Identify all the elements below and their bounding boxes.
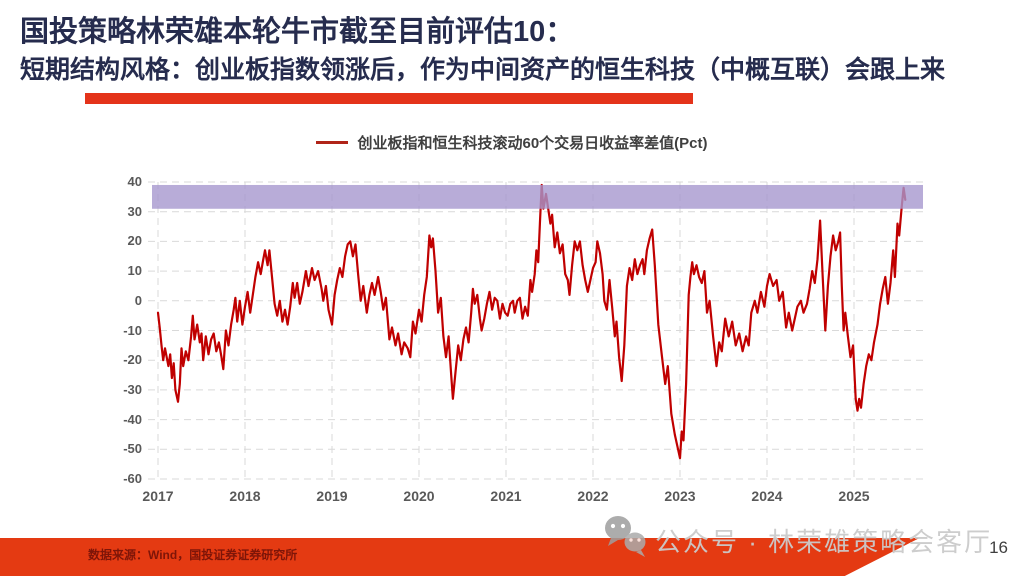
line-chart xyxy=(148,181,923,480)
x-axis-tick: 2019 xyxy=(316,488,348,504)
x-axis-tick: 2025 xyxy=(838,488,870,504)
page-subtitle: 短期结构风格：创业板指数领涨后，作为中间资产的恒生科技（中概互联）会跟上来 xyxy=(20,56,946,84)
y-axis-tick: 20 xyxy=(127,233,142,249)
x-axis-tick: 2022 xyxy=(577,488,609,504)
y-axis-tick: 10 xyxy=(127,263,142,279)
x-axis-tick: 2017 xyxy=(142,488,174,504)
y-axis-tick: -20 xyxy=(123,352,142,368)
y-axis-tick: -60 xyxy=(123,471,142,486)
x-axis-tick: 2024 xyxy=(751,488,783,504)
x-axis-tick: 2020 xyxy=(403,488,435,504)
y-axis-tick: 40 xyxy=(127,174,142,189)
wechat-icon xyxy=(605,516,646,557)
legend-label: 创业板指和恒生科技滚动60个交易日收益率差值(Pct) xyxy=(357,135,708,152)
page-title: 国投策略林荣雄本轮牛市截至目前评估10： xyxy=(20,16,575,48)
page-number: 16 xyxy=(989,538,1008,557)
data-source-note: 数据来源：Wind，国投证券证券研究所 xyxy=(88,548,298,562)
footer-red-banner xyxy=(0,538,920,576)
y-axis-tick: 30 xyxy=(127,203,142,219)
x-axis-tick: 2018 xyxy=(229,488,261,504)
y-axis-tick: -50 xyxy=(123,441,142,457)
x-axis-tick: 2021 xyxy=(490,488,522,504)
chart-legend: 创业板指和恒生科技滚动60个交易日收益率差值(Pct) xyxy=(0,132,1024,153)
y-axis-tick: -40 xyxy=(123,411,142,427)
watermark-text: 公众号 · 林荣雄策略会客厅 xyxy=(655,527,993,557)
y-axis-tick: -10 xyxy=(123,322,142,338)
title-accent-bar xyxy=(85,93,693,104)
x-axis-tick: 2023 xyxy=(664,488,696,504)
y-axis-tick: 0 xyxy=(134,292,142,308)
legend-line-swatch xyxy=(316,141,349,144)
y-axis-tick: -30 xyxy=(123,381,142,397)
